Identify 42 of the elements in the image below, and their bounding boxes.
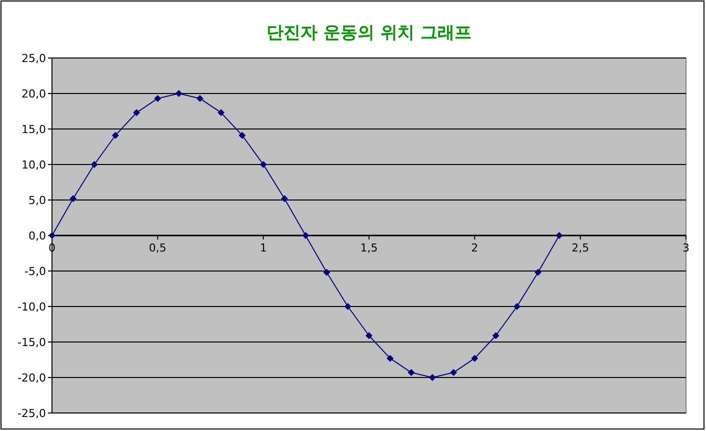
- x-tick-label: 2: [471, 242, 478, 254]
- point: [386, 354, 394, 362]
- y-tick-label: -5,0: [24, 265, 46, 278]
- point: [556, 232, 563, 239]
- x-tick-label: 1: [260, 242, 267, 254]
- y-tick-label: -25,0: [18, 407, 46, 420]
- point: [260, 161, 267, 168]
- point: [534, 268, 542, 276]
- x-tick-label: 3: [682, 242, 690, 254]
- point: [196, 94, 204, 102]
- point: [344, 303, 352, 310]
- y-tick-label: 25,0: [22, 52, 46, 65]
- y-tick-label: 20,0: [22, 88, 46, 100]
- y-tick-label: 15,0: [22, 123, 46, 136]
- x-tick-label: 1,5: [360, 242, 378, 254]
- y-tick-label: 10,0: [22, 158, 46, 172]
- chart-title: 단진자 운동의 위치 그래프: [266, 23, 472, 43]
- point: [175, 90, 182, 97]
- point: [428, 374, 436, 381]
- point: [280, 195, 288, 202]
- point: [492, 332, 500, 340]
- point: [302, 232, 310, 239]
- point: [154, 94, 162, 102]
- point: [133, 109, 140, 116]
- y-tick-label: -20,0: [18, 372, 46, 384]
- point: [408, 369, 415, 376]
- x-tick-label: 0,5: [148, 242, 166, 254]
- point: [366, 332, 372, 340]
- point: [218, 109, 225, 116]
- point: [513, 303, 520, 310]
- y-tick-label: -10,0: [18, 300, 46, 314]
- y-tick-label: 0,0: [28, 230, 46, 242]
- y-tick-label: 5,0: [28, 194, 46, 207]
- point: [450, 369, 458, 376]
- point: [238, 132, 246, 139]
- point: [112, 132, 119, 139]
- y-tick-label: -15,0: [18, 336, 46, 349]
- point: [471, 354, 478, 362]
- x-tick-label: 2,5: [572, 242, 590, 254]
- point: [90, 161, 98, 168]
- point: [70, 195, 77, 202]
- point: [323, 268, 330, 276]
